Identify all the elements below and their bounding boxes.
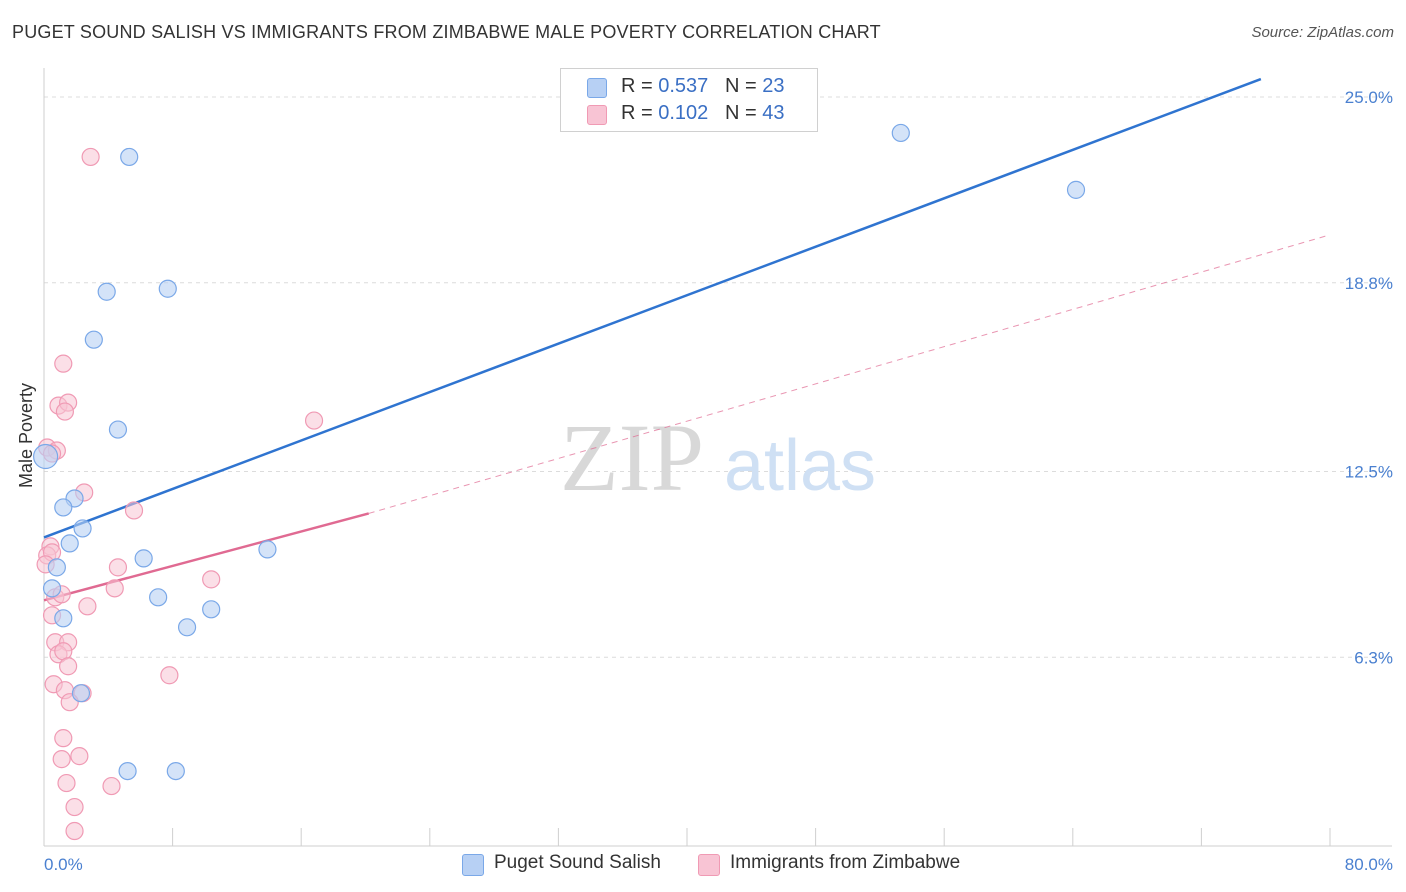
point-salish-1 bbox=[891, 123, 910, 143]
point-salish-14 bbox=[47, 558, 66, 577]
point-zimbabwe-26 bbox=[59, 657, 78, 676]
legend-n-label: N = bbox=[724, 102, 757, 124]
point-zimbabwe-0 bbox=[81, 147, 100, 167]
x-tick-label-max: 80.0% bbox=[1345, 855, 1393, 874]
point-zimbabwe-27 bbox=[160, 666, 179, 685]
trend-line-salish bbox=[43, 77, 1262, 539]
point-zimbabwe-5 bbox=[304, 411, 324, 430]
point-salish-11 bbox=[60, 534, 79, 553]
y-tick-label-0: 6.3% bbox=[1354, 648, 1393, 667]
point-zimbabwe-16 bbox=[202, 570, 221, 589]
point-salish-0 bbox=[120, 147, 139, 167]
point-zimbabwe-20 bbox=[78, 597, 97, 616]
legend-n-value-salish: 23 bbox=[762, 75, 785, 97]
point-salish-20 bbox=[71, 684, 91, 703]
point-salish-4 bbox=[158, 279, 177, 298]
legend-swatch-zimbabwe bbox=[587, 105, 607, 125]
point-zimbabwe-32 bbox=[54, 729, 73, 748]
series-salish-points bbox=[33, 123, 1086, 781]
point-zimbabwe-34 bbox=[52, 750, 71, 769]
legend-r-value-salish: 0.537 bbox=[658, 75, 709, 97]
trend-lines bbox=[43, 77, 1331, 602]
tick-labels: 6.3% 12.5% 18.8% 25.0% 0.0% 80.0% bbox=[44, 88, 1393, 874]
point-zimbabwe-10 bbox=[124, 501, 144, 520]
point-salish-5 bbox=[84, 330, 103, 349]
point-salish-16 bbox=[149, 588, 168, 607]
point-salish-18 bbox=[54, 609, 73, 628]
point-zimbabwe-25 bbox=[54, 642, 73, 661]
bottom-legend-label-salish: Puget Sound Salish bbox=[494, 852, 661, 873]
point-salish-10 bbox=[73, 519, 92, 538]
point-zimbabwe-37 bbox=[65, 797, 84, 817]
bottom-legend-swatch-salish bbox=[462, 854, 484, 876]
source-label: Source: ZipAtlas.com bbox=[1251, 24, 1394, 41]
point-salish-13 bbox=[134, 549, 153, 568]
legend-r-label: R = bbox=[621, 102, 653, 124]
grid-lines bbox=[44, 96, 1392, 658]
point-salish-6 bbox=[108, 420, 128, 439]
point-salish-21 bbox=[118, 761, 137, 781]
x-tick-label-min: 0.0% bbox=[44, 855, 83, 874]
point-zimbabwe-15 bbox=[108, 558, 128, 577]
bottom-legend-swatch-zimbabwe bbox=[698, 854, 720, 876]
watermark-atlas: atlas bbox=[724, 426, 876, 506]
y-tick-label-3: 25.0% bbox=[1345, 88, 1393, 107]
point-zimbabwe-1 bbox=[54, 354, 73, 373]
point-salish-15 bbox=[42, 579, 62, 598]
legend-r-value-zimbabwe: 0.102 bbox=[658, 102, 709, 124]
point-salish-3 bbox=[97, 282, 116, 301]
point-salish-12 bbox=[258, 540, 277, 559]
point-zimbabwe-38 bbox=[65, 821, 84, 841]
point-salish-19 bbox=[177, 618, 197, 637]
watermark-zip: ZIP bbox=[560, 404, 704, 511]
trend-line-zimbabwe bbox=[43, 512, 370, 602]
point-zimbabwe-35 bbox=[57, 773, 76, 793]
y-tick-label-2: 18.8% bbox=[1345, 274, 1393, 293]
point-zimbabwe-33 bbox=[70, 747, 89, 766]
legend-n-value-zimbabwe: 43 bbox=[762, 102, 785, 124]
y-tick-label-1: 12.5% bbox=[1345, 463, 1393, 482]
axes bbox=[43, 68, 1392, 847]
chart-title: PUGET SOUND SALISH VS IMMIGRANTS FROM ZI… bbox=[12, 22, 881, 42]
bottom-legend-label-zimbabwe: Immigrants from Zimbabwe bbox=[730, 852, 961, 873]
series-zimbabwe-points bbox=[36, 147, 324, 841]
point-zimbabwe-4 bbox=[55, 402, 74, 421]
point-salish-9 bbox=[54, 498, 73, 517]
point-salish-7 bbox=[33, 443, 59, 470]
trend-line-zimbabwe-extension bbox=[368, 234, 1331, 514]
stats-legend: R = 0.537 N = 23 R = 0.102 N = 43 bbox=[560, 68, 818, 132]
point-salish-17 bbox=[202, 600, 221, 619]
legend-swatch-salish bbox=[587, 78, 607, 98]
point-zimbabwe-36 bbox=[102, 776, 121, 796]
y-axis-label: Male Poverty bbox=[16, 382, 36, 488]
point-salish-2 bbox=[1066, 180, 1086, 199]
legend-r-label: R = bbox=[621, 75, 653, 97]
legend-n-label: N = bbox=[724, 75, 757, 97]
point-salish-22 bbox=[166, 761, 185, 781]
point-zimbabwe-17 bbox=[105, 579, 124, 598]
